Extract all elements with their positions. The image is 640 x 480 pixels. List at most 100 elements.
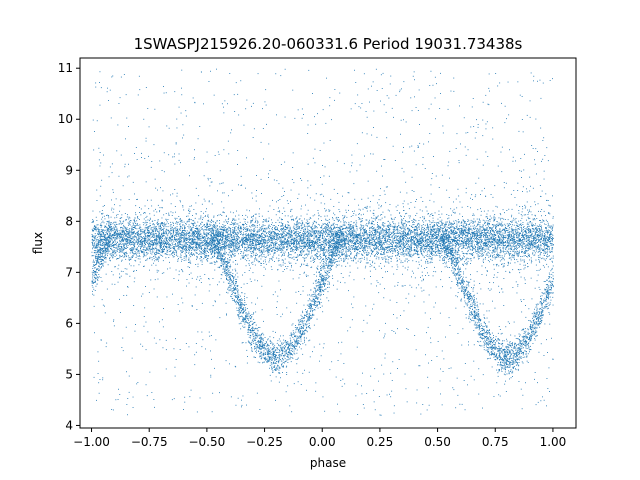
data-point (286, 246, 287, 247)
data-point (226, 229, 227, 230)
data-point (541, 229, 542, 230)
data-point (202, 264, 203, 265)
data-point (482, 251, 483, 252)
data-point (99, 233, 100, 234)
data-point (166, 226, 167, 227)
data-point (152, 245, 153, 246)
data-point (552, 248, 553, 249)
data-point (508, 236, 509, 237)
data-point (391, 218, 392, 219)
data-point (331, 243, 332, 244)
data-point (283, 244, 284, 245)
data-point (202, 229, 203, 230)
data-point (474, 215, 475, 216)
data-point (130, 253, 131, 254)
data-point (130, 244, 131, 245)
data-point (515, 222, 516, 223)
data-point (250, 245, 251, 246)
data-point (451, 233, 452, 234)
data-point (500, 252, 501, 253)
data-point (428, 242, 429, 243)
data-point (209, 224, 210, 225)
data-point (248, 245, 249, 246)
data-point (231, 240, 232, 241)
data-point (475, 227, 476, 228)
data-point (103, 230, 104, 231)
data-point (449, 221, 450, 222)
data-point (297, 236, 298, 237)
data-point (188, 235, 189, 236)
data-point (198, 243, 199, 244)
data-point (541, 228, 542, 229)
data-point (146, 249, 147, 250)
data-point (509, 227, 510, 228)
data-point (236, 224, 237, 225)
data-point (230, 244, 231, 245)
data-point (458, 244, 459, 245)
data-point (491, 244, 492, 245)
data-point (190, 248, 191, 249)
data-point (354, 256, 355, 257)
data-point (488, 233, 489, 234)
data-point (190, 263, 191, 264)
data-point (135, 253, 136, 254)
data-point (148, 238, 149, 239)
data-point (337, 252, 338, 253)
data-point (199, 253, 200, 254)
data-point (441, 248, 442, 249)
data-point (301, 216, 302, 217)
data-point (136, 228, 137, 229)
data-point (158, 242, 159, 243)
data-point (289, 244, 290, 245)
data-point (465, 226, 466, 227)
data-point (432, 240, 433, 241)
data-point (244, 240, 245, 241)
data-point (429, 238, 430, 239)
data-point (153, 248, 154, 249)
data-point (104, 243, 105, 244)
data-point (155, 233, 156, 234)
data-point (364, 231, 365, 232)
data-point (307, 242, 308, 243)
data-point (319, 242, 320, 243)
data-point (491, 236, 492, 237)
data-point (423, 250, 424, 251)
data-point (359, 253, 360, 254)
data-point (259, 231, 260, 232)
data-point (139, 241, 140, 242)
data-point (117, 228, 118, 229)
data-point (252, 256, 253, 257)
data-point (422, 233, 423, 234)
data-point (163, 214, 164, 215)
data-point (547, 221, 548, 222)
data-point (136, 254, 137, 255)
data-point (346, 250, 347, 251)
data-point (532, 228, 533, 229)
data-point (95, 238, 96, 239)
data-point (118, 258, 119, 259)
data-point (115, 229, 116, 230)
data-point (322, 234, 323, 235)
data-point (415, 230, 416, 231)
data-point (464, 253, 465, 254)
data-point (536, 229, 537, 230)
data-point (532, 223, 533, 224)
data-point (129, 232, 130, 233)
data-point (552, 238, 553, 239)
data-point (405, 223, 406, 224)
data-point (504, 263, 505, 264)
data-point (370, 227, 371, 228)
data-point (422, 246, 423, 247)
data-point (525, 245, 526, 246)
data-point (544, 255, 545, 256)
data-point (156, 265, 157, 266)
data-point (540, 226, 541, 227)
data-point (410, 239, 411, 240)
data-point (492, 236, 493, 237)
data-point (520, 227, 521, 228)
data-point (547, 242, 548, 243)
data-point (388, 262, 389, 263)
data-point (366, 241, 367, 242)
data-point (236, 240, 237, 241)
data-point (287, 245, 288, 246)
